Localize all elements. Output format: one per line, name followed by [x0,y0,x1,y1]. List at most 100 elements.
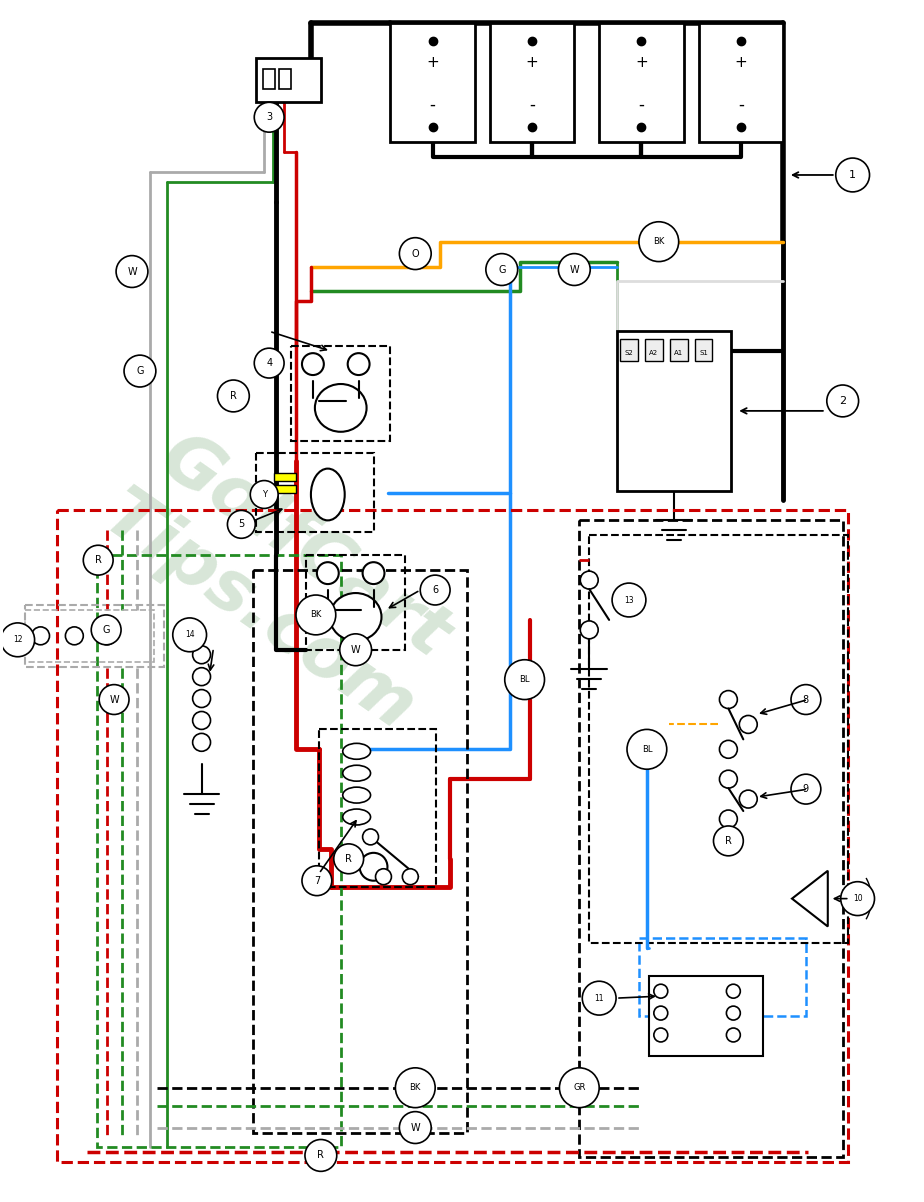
Circle shape [173,618,207,651]
Text: 2: 2 [839,395,846,406]
Circle shape [402,869,419,885]
Text: 8: 8 [803,695,809,704]
Circle shape [305,1139,336,1172]
Text: G: G [498,264,505,274]
Ellipse shape [310,469,345,520]
Circle shape [375,869,392,885]
Text: +: + [426,55,439,70]
Circle shape [580,571,598,589]
Bar [97,555,341,1148]
Bar [319,730,436,887]
Text: 14: 14 [185,630,194,639]
Text: O: O [411,249,419,258]
Text: G: G [103,625,110,635]
Bar [579,520,843,1158]
Text: 13: 13 [625,595,634,605]
Circle shape [713,826,743,856]
Circle shape [395,1067,435,1108]
Circle shape [334,844,364,874]
Circle shape [362,563,384,584]
Circle shape [654,1006,668,1020]
Text: R: R [318,1150,324,1160]
Circle shape [399,238,432,269]
Text: BK: BK [310,611,322,619]
Text: 11: 11 [594,994,604,1002]
Circle shape [116,256,148,287]
Bar [620,339,638,361]
Circle shape [359,853,387,881]
Bar [291,346,391,441]
Text: W: W [109,695,119,704]
Circle shape [559,1067,599,1108]
Circle shape [124,355,156,387]
Circle shape [720,810,737,828]
Bar [649,976,763,1055]
Circle shape [192,733,211,751]
Text: GR: GR [573,1083,586,1093]
Circle shape [83,546,113,575]
Bar [306,555,406,650]
Circle shape [66,627,83,644]
Text: S2: S2 [625,350,633,356]
Circle shape [654,1028,668,1042]
Bar [391,23,475,142]
Circle shape [726,984,740,998]
Circle shape [827,385,858,417]
Bar [670,339,687,361]
Circle shape [720,770,737,789]
Text: A1: A1 [675,350,684,356]
Circle shape [250,481,278,508]
Bar [25,605,164,667]
Circle shape [582,981,616,1014]
Circle shape [580,621,598,638]
Circle shape [192,712,211,730]
Ellipse shape [330,593,382,641]
Text: 5: 5 [238,519,245,529]
Circle shape [726,1028,740,1042]
Text: -: - [430,95,435,113]
Text: R: R [230,391,237,401]
Text: S1: S1 [699,350,708,356]
Circle shape [720,740,737,758]
Circle shape [296,595,335,635]
Text: W: W [351,644,360,655]
Circle shape [638,221,679,262]
Circle shape [1,623,34,656]
Bar [590,535,847,944]
Bar [274,472,296,481]
Circle shape [99,685,129,714]
Text: W: W [569,264,579,274]
Bar [253,570,467,1132]
Circle shape [835,157,869,192]
Text: -: - [529,95,535,113]
Circle shape [217,380,249,412]
Polygon shape [792,870,828,927]
Circle shape [627,730,667,769]
Circle shape [192,690,211,708]
Circle shape [302,353,323,375]
Circle shape [254,102,284,132]
Circle shape [399,1112,432,1143]
Text: R: R [725,835,732,846]
Ellipse shape [343,766,371,781]
Circle shape [340,633,371,666]
Circle shape [726,1006,740,1020]
Ellipse shape [343,809,371,825]
Circle shape [720,691,737,708]
Bar [490,23,575,142]
Bar [256,453,373,532]
Text: W: W [128,267,137,276]
Bar [695,339,712,361]
Text: GolfCart
Tips.com: GolfCart Tips.com [90,415,473,745]
Bar [274,484,296,493]
Bar [599,23,684,142]
Circle shape [317,563,339,584]
Text: BK: BK [409,1083,421,1093]
Circle shape [98,627,116,644]
Circle shape [420,575,450,605]
Circle shape [739,715,757,733]
Text: 6: 6 [432,585,438,595]
Text: +: + [735,55,748,70]
Bar [645,339,663,361]
Text: A2: A2 [650,350,659,356]
